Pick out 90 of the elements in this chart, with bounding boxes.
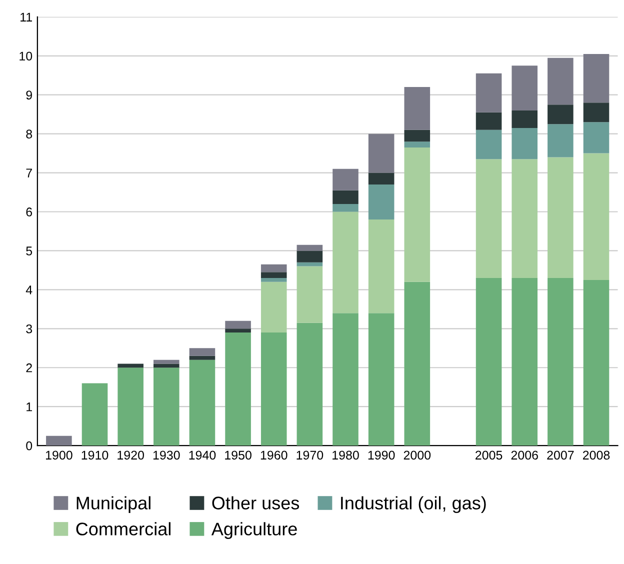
y-tick-label: 3 (26, 324, 32, 334)
y-tick-label: 6 (26, 208, 32, 216)
bar (225, 332, 251, 446)
bar (512, 128, 538, 160)
bar (189, 360, 216, 446)
bar (260, 332, 287, 446)
bar (189, 356, 216, 360)
y-tick-label: 8 (26, 130, 32, 138)
bar (368, 184, 394, 220)
legend-label: Commercial (76, 522, 170, 536)
bar (583, 102, 610, 122)
bar (548, 104, 574, 124)
bar (512, 66, 538, 110)
y-tick-label: 11 (20, 12, 32, 22)
bar (583, 122, 610, 154)
bar (154, 364, 180, 368)
bar (548, 124, 574, 158)
bar (512, 110, 538, 128)
bar (476, 278, 502, 446)
x-tick-label: 2008 (582, 450, 610, 460)
x-tick-label: 1990 (368, 450, 395, 460)
bar (368, 313, 394, 446)
x-tick-label: 2005 (476, 450, 502, 460)
bar (548, 58, 574, 105)
bar (332, 204, 358, 212)
x-tick-label: 1920 (118, 450, 144, 460)
bar (296, 262, 323, 266)
bar (404, 130, 430, 142)
x-tick-label: 1970 (296, 450, 324, 460)
x-tick-label: 1940 (189, 450, 216, 460)
bar (512, 278, 538, 446)
bar (368, 134, 394, 173)
x-tick-label: 2000 (404, 450, 431, 460)
x-tick-label: 1900 (46, 450, 72, 460)
legend-label: Municipal (76, 496, 150, 514)
bar (296, 266, 323, 323)
bar (260, 278, 287, 282)
x-tick-label: 1960 (260, 450, 288, 460)
bar (118, 364, 144, 368)
legend-label: Industrial (oil, gas) (341, 496, 486, 514)
bar (189, 348, 216, 356)
legend-label: Agriculture (211, 522, 297, 539)
bar (476, 112, 502, 130)
bar (512, 159, 538, 278)
bar (154, 360, 180, 364)
bar (296, 322, 323, 446)
bar (583, 153, 610, 280)
bar (476, 159, 502, 278)
y-tick-label: 1 (26, 402, 32, 412)
bar (404, 147, 430, 282)
y-tick-label: 4 (26, 286, 32, 294)
bar (548, 278, 574, 446)
bar (583, 280, 610, 446)
bar (368, 220, 394, 314)
x-tick-label: 1910 (82, 450, 108, 460)
x-tick-label: 1930 (153, 450, 180, 460)
bar (404, 142, 430, 148)
bar (332, 212, 358, 314)
y-tick-label: 7 (26, 168, 32, 178)
x-tick-label: 1980 (332, 450, 359, 460)
legend-label: Other uses (212, 496, 300, 510)
bar (82, 383, 108, 446)
bar (583, 54, 610, 103)
bar (260, 282, 287, 333)
bar (548, 157, 574, 278)
bar (404, 87, 430, 130)
bar (476, 130, 502, 160)
bar (296, 250, 323, 262)
y-tick-label: 5 (26, 246, 32, 256)
bar (476, 73, 502, 112)
bar (118, 368, 144, 446)
x-tick-label: 1950 (225, 450, 252, 460)
y-tick-label: 0 (26, 441, 32, 450)
bar (296, 244, 323, 251)
bar (225, 320, 251, 329)
bar (368, 172, 394, 184)
bar (154, 368, 180, 446)
y-tick-label: 2 (26, 363, 32, 372)
bar (260, 272, 287, 278)
bar (260, 264, 287, 272)
bar (46, 436, 72, 446)
x-tick-label: 2007 (547, 450, 574, 460)
y-tick-label: 9 (26, 90, 32, 100)
y-tick-label: 10 (20, 52, 32, 61)
bar (404, 282, 430, 446)
bar (332, 313, 358, 446)
bar (332, 190, 358, 204)
bar (332, 168, 358, 190)
x-tick-label: 2006 (511, 450, 538, 460)
bar (225, 328, 251, 333)
